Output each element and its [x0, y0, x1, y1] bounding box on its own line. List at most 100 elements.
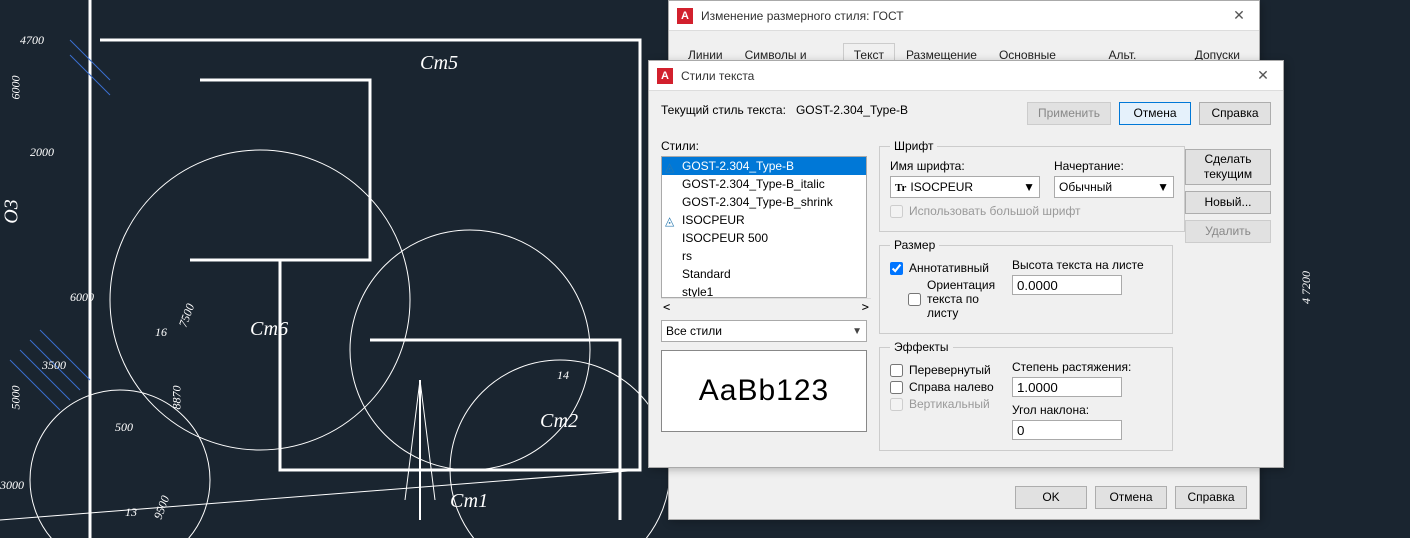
style-list-item[interactable]: ◬ISOCPEUR	[662, 211, 866, 229]
text-style-dialog: A Стили текста ✕ Текущий стиль текста: G…	[648, 60, 1284, 468]
dim: 4700	[20, 33, 44, 48]
autocad-logo-icon: A	[677, 8, 693, 24]
dim: 4 7200	[1299, 271, 1314, 304]
font-style-select[interactable]: Обычный ▼	[1054, 176, 1174, 198]
lbl: Ст6	[250, 318, 288, 341]
paper-height-input[interactable]	[1012, 275, 1122, 295]
dim: 14	[557, 368, 569, 383]
vertical-input	[890, 398, 903, 411]
size-group-label: Размер	[890, 238, 939, 252]
match-orient-checkbox[interactable]: Ориентация текста по листу	[908, 278, 998, 320]
autocad-logo-icon: A	[657, 68, 673, 84]
effects-group: Эффекты Перевернутый Справа налево	[879, 340, 1173, 451]
dim: 5000	[9, 386, 24, 410]
width-input[interactable]	[1012, 377, 1122, 397]
close-icon[interactable]: ✕	[1219, 1, 1259, 31]
dim: О3	[1, 199, 24, 223]
upside-input[interactable]	[890, 364, 903, 377]
set-current-button[interactable]: Сделать текущим	[1185, 149, 1271, 185]
width-label: Степень растяжения:	[1012, 360, 1162, 374]
style-list-item-label: Standard	[682, 267, 731, 281]
truetype-icon: Tr	[895, 182, 906, 194]
help-button[interactable]: Справка	[1175, 486, 1247, 509]
close-icon[interactable]: ✕	[1243, 61, 1283, 91]
style-list-item-label: GOST-2.304_Type-B_shrink	[682, 195, 833, 209]
chevron-down-icon: ▼	[1157, 180, 1169, 194]
titlebar[interactable]: A Изменение размерного стиля: ГОСТ ✕	[669, 1, 1259, 31]
cancel-button[interactable]: Отмена	[1095, 486, 1167, 509]
style-filter-combo[interactable]: Все стили ▼	[661, 320, 867, 342]
list-scrollbar[interactable]: <>	[661, 298, 871, 314]
style-list-item[interactable]: GOST-2.304_Type-B_italic	[662, 175, 866, 193]
style-list-item-label: ISOCPEUR	[682, 213, 745, 227]
style-list-item[interactable]: ◬ GOST-2.304_Type-B	[662, 157, 866, 175]
annotative-label: Аннотативный	[909, 261, 989, 275]
styles-listbox[interactable]: ◬ GOST-2.304_Type-B GOST-2.304_Type-B_ital…	[661, 156, 867, 298]
apply-button: Применить	[1027, 102, 1111, 125]
dim: 6000	[70, 290, 94, 305]
dim: 8870	[170, 386, 185, 410]
backwards-checkbox[interactable]: Справа налево	[890, 380, 998, 394]
style-list-item[interactable]: rs	[662, 247, 866, 265]
dialog-title: Стили текста	[681, 69, 1243, 83]
style-list-item-label: GOST-2.304_Type-B_italic	[682, 177, 825, 191]
font-name-value: ISOCPEUR	[910, 180, 973, 194]
titlebar[interactable]: A Стили текста ✕	[649, 61, 1283, 91]
chevron-down-icon: ▼	[852, 326, 862, 337]
style-list-item[interactable]: ISOCPEUR 500	[662, 229, 866, 247]
style-list-item-label: GOST-2.304_Type-B	[682, 159, 794, 173]
lbl: Ст5	[420, 52, 458, 75]
bigfont-input	[890, 205, 903, 218]
annotative-checkbox[interactable]: Аннотативный	[890, 261, 998, 275]
font-name-select[interactable]: Tr ISOCPEUR ▼	[890, 176, 1040, 198]
match-orient-input[interactable]	[908, 293, 921, 306]
ok-button[interactable]: OK	[1015, 486, 1087, 509]
dialog-title: Изменение размерного стиля: ГОСТ	[701, 9, 1219, 23]
dim: 16	[155, 325, 167, 340]
dim: 500	[115, 420, 133, 435]
oblique-input[interactable]	[1012, 420, 1122, 440]
style-list-item[interactable]: style1	[662, 283, 866, 298]
dim: 6000	[9, 76, 24, 100]
new-style-button[interactable]: Новый...	[1185, 191, 1271, 214]
annotative-input[interactable]	[890, 262, 903, 275]
font-name-label: Имя шрифта:	[890, 159, 1040, 173]
size-group: Размер Аннотативный Ориентация текста по…	[879, 238, 1173, 334]
style-list-item-label: ISOCPEUR 500	[682, 231, 768, 245]
current-style-label: Текущий стиль текста:	[661, 103, 786, 117]
vertical-checkbox: Вертикальный	[890, 397, 998, 411]
delete-style-button: Удалить	[1185, 220, 1271, 243]
cancel-button[interactable]: Отмена	[1119, 102, 1191, 125]
backwards-label: Справа налево	[909, 380, 994, 394]
chevron-down-icon: ▼	[1023, 180, 1035, 194]
style-list-item[interactable]: GOST-2.304_Type-B_shrink	[662, 193, 866, 211]
lbl: Ст1	[450, 490, 488, 513]
font-style-value: Обычный	[1059, 180, 1112, 194]
upside-label: Перевернутый	[909, 363, 991, 377]
effects-group-label: Эффекты	[890, 340, 953, 354]
style-list-item[interactable]: Standard	[662, 265, 866, 283]
backwards-input[interactable]	[890, 381, 903, 394]
font-group: Шрифт Имя шрифта: Tr ISOCPEUR ▼ Начертани…	[879, 139, 1185, 232]
style-filter-value: Все стили	[666, 324, 722, 338]
font-group-label: Шрифт	[890, 139, 937, 153]
paper-height-label: Высота текста на листе	[1012, 258, 1162, 272]
oblique-label: Угол наклона:	[1012, 403, 1162, 417]
dim: 3500	[42, 358, 66, 373]
current-style-value: GOST-2.304_Type-B	[796, 103, 908, 117]
help-button[interactable]: Справка	[1199, 102, 1271, 125]
styles-label: Стили:	[661, 139, 871, 153]
font-style-label: Начертание:	[1054, 159, 1174, 173]
bigfont-checkbox: Использовать большой шрифт	[890, 204, 1174, 218]
dim: 13	[125, 505, 137, 520]
upside-checkbox[interactable]: Перевернутый	[890, 363, 998, 377]
dim: 2000	[30, 145, 54, 160]
style-list-item-label: rs	[682, 249, 692, 263]
style-preview: AaBb123	[661, 350, 867, 432]
vertical-label: Вертикальный	[909, 397, 990, 411]
match-orient-label: Ориентация текста по листу	[927, 278, 998, 320]
dim: 3000	[0, 478, 24, 493]
lbl: Ст2	[540, 410, 578, 433]
bigfont-label: Использовать большой шрифт	[909, 204, 1081, 218]
annotative-icon: ◬	[665, 160, 677, 172]
